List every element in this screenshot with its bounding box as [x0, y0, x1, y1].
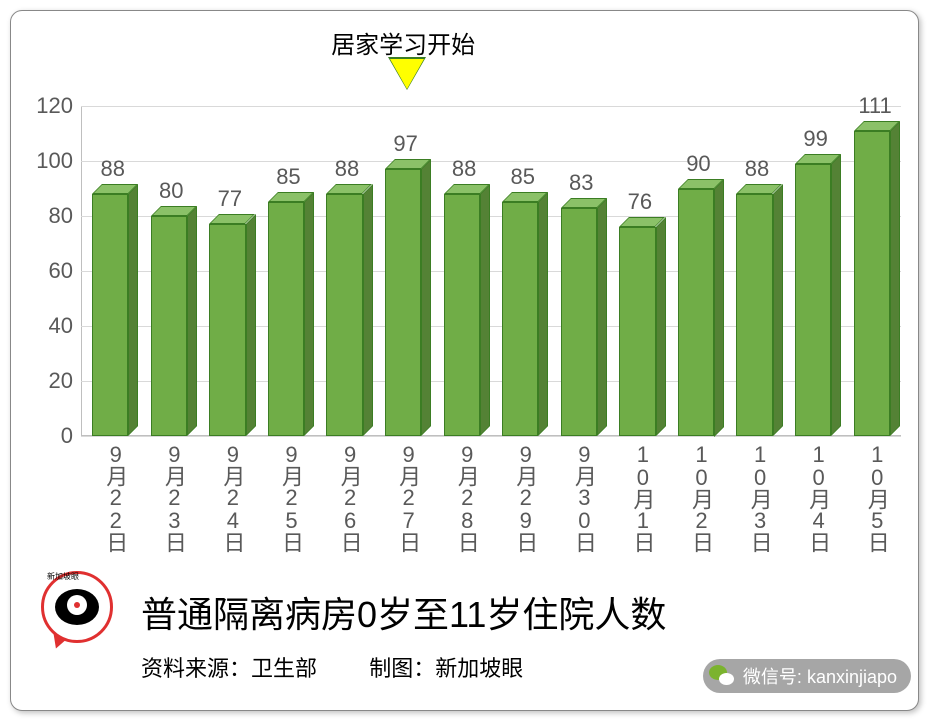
- bar-value-label: 97: [393, 131, 417, 157]
- maker-label: 制图：: [369, 656, 435, 681]
- bar: 97: [385, 169, 421, 436]
- logo-dot: [74, 602, 80, 608]
- x-tick-label: 9月23日: [158, 442, 190, 551]
- wechat-badge: 微信号: kanxinjiapo: [703, 659, 911, 693]
- wechat-icon: [709, 663, 735, 689]
- x-tick-label: 9月28日: [451, 442, 483, 551]
- bar-value-label: 77: [218, 186, 242, 212]
- x-tick-label: 10月2日: [685, 442, 717, 551]
- bar: 88: [444, 194, 480, 436]
- x-tick-label: 9月30日: [568, 442, 600, 551]
- gridline: [81, 436, 901, 437]
- x-tick-label: 9月29日: [509, 442, 541, 551]
- source-logo: 新加坡眼: [41, 571, 113, 643]
- maker-value: 新加坡眼: [435, 656, 523, 681]
- y-tick-label: 40: [49, 313, 73, 339]
- wechat-value: kanxinjiapo: [807, 667, 897, 687]
- y-tick-label: 60: [49, 258, 73, 284]
- bar-value-label: 99: [803, 126, 827, 152]
- bar-value-label: 85: [510, 164, 534, 190]
- x-tick-label: 9月25日: [275, 442, 307, 551]
- x-tick-label: 9月24日: [216, 442, 248, 551]
- bar-value-label: 88: [100, 156, 124, 182]
- bar: 76: [619, 227, 655, 436]
- bar: 88: [326, 194, 362, 436]
- bar-value-label: 85: [276, 164, 300, 190]
- chart-title: 普通隔离病房0岁至11岁住院人数: [141, 586, 666, 638]
- bar: 99: [795, 164, 831, 436]
- bar: 90: [678, 189, 714, 437]
- annotation-label: 居家学习开始: [331, 25, 475, 60]
- y-tick-label: 0: [61, 423, 73, 449]
- bar-value-label: 80: [159, 178, 183, 204]
- bar-value-label: 88: [452, 156, 476, 182]
- logo-text: 新加坡眼: [47, 571, 79, 582]
- source-label: 资料来源：: [141, 656, 251, 681]
- source-line: 资料来源：卫生部 制图：新加坡眼: [141, 651, 523, 683]
- bar: 83: [561, 208, 597, 436]
- bar: 85: [502, 202, 538, 436]
- bar-value-label: 111: [858, 93, 891, 119]
- bar: 111: [854, 131, 890, 436]
- y-tick-label: 120: [36, 93, 73, 119]
- source-value: 卫生部: [251, 656, 317, 681]
- bar-value-label: 76: [628, 189, 652, 215]
- x-tick-label: 9月27日: [392, 442, 424, 551]
- x-tick-label: 10月4日: [802, 442, 834, 551]
- bar-value-label: 83: [569, 170, 593, 196]
- bar-value-label: 88: [745, 156, 769, 182]
- bar: 85: [268, 202, 304, 436]
- x-tick-label: 9月26日: [334, 442, 366, 551]
- gridline: [81, 106, 901, 107]
- y-tick-label: 20: [49, 368, 73, 394]
- bar: 80: [151, 216, 187, 436]
- bar: 88: [736, 194, 772, 436]
- chart-card: 居家学习开始 020406080100120889月22日809月23日779月…: [10, 10, 919, 711]
- plot-area: 020406080100120889月22日809月23日779月24日859月…: [81, 106, 901, 436]
- x-tick-label: 10月1日: [626, 442, 658, 551]
- wechat-label: 微信号: [743, 667, 797, 687]
- x-tick-label: 10月3日: [744, 442, 776, 551]
- y-tick-label: 100: [36, 148, 73, 174]
- bar: 88: [92, 194, 128, 436]
- bar-value-label: 90: [686, 151, 710, 177]
- y-tick-label: 80: [49, 203, 73, 229]
- gridline: [81, 161, 901, 162]
- bar: 77: [209, 224, 245, 436]
- x-tick-label: 9月22日: [99, 442, 131, 551]
- annotation-marker: [390, 59, 424, 89]
- x-tick-label: 10月5日: [861, 442, 893, 551]
- bar-value-label: 88: [335, 156, 359, 182]
